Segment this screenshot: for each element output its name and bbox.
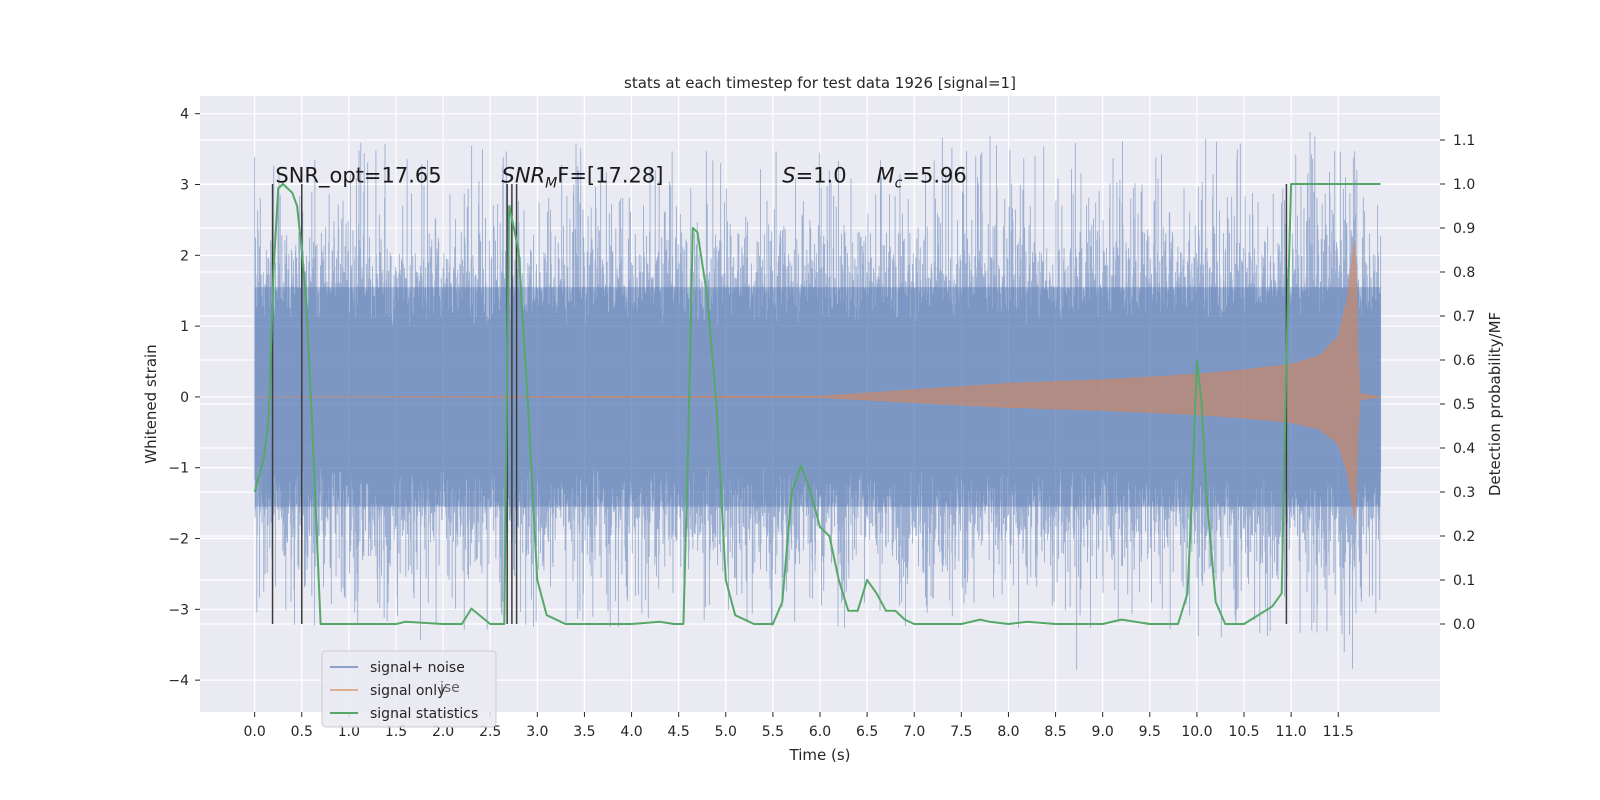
annotation-3-rest: =5.96: [902, 164, 966, 188]
left-tick-label-0: −4: [168, 673, 189, 689]
series-signal-only: [254, 241, 1381, 519]
annotation-3: Mc=5.96: [877, 164, 967, 192]
left-tick-label-1: −3: [168, 602, 189, 618]
x-axis-ticks: 0.0 0.5 1.0 1.5 2.0 2.5 3.0 3.5 4.0 4.5 5.0 5.5 6.0 6…: [244, 712, 1354, 740]
annotation-2: S=1.0: [782, 164, 846, 188]
annotation-2-rest: =1.0: [796, 164, 847, 188]
x-axis-title: Time (s): [789, 746, 851, 764]
x-tick-label-7: 3.5: [573, 724, 595, 740]
x-tick-label-6: 3.0: [526, 724, 548, 740]
annotation-1-subscript: M: [545, 176, 557, 192]
x-tick-label-10: 5.0: [715, 724, 737, 740]
legend-box: [321, 650, 497, 728]
legend-ghost-text: ise: [440, 680, 460, 696]
x-tick-label-5: 2.5: [479, 724, 501, 740]
left-tick-label-4: 0: [180, 390, 189, 406]
right-tick-label-7: 0.7: [1453, 309, 1475, 325]
x-tick-label-21: 10.5: [1228, 724, 1259, 740]
left-tick-label-5: 1: [180, 319, 189, 335]
annotations: SNR_opt=17.65 SNRMF=[17.28] S=1.0 Mc=5.96: [275, 164, 966, 192]
x-tick-label-8: 4.0: [620, 724, 642, 740]
right-tick-label-4: 0.4: [1453, 441, 1475, 457]
legend-label-2: signal statistics: [370, 706, 478, 722]
series-signal-statistics: [253, 183, 1381, 625]
x-tick-label-20: 10.0: [1181, 724, 1212, 740]
annotation-1: SNRMF=[17.28]: [502, 164, 664, 192]
right-tick-label-10: 1.0: [1453, 177, 1475, 193]
right-tick-label-5: 0.5: [1453, 397, 1475, 413]
x-tick-label-23: 11.5: [1323, 724, 1354, 740]
x-tick-label-22: 11.0: [1276, 724, 1307, 740]
x-tick-label-17: 8.5: [1044, 724, 1066, 740]
right-axis-title: Detection probability/MF: [1486, 312, 1504, 496]
left-tick-label-7: 3: [180, 178, 189, 194]
x-tick-label-1: 0.5: [291, 724, 313, 740]
signal-only-trace: [254, 241, 1381, 519]
annotation-3-subscript: c: [895, 176, 903, 192]
left-axis-ticks: −4 −3 −2 −1 0 1 2 3 4: [168, 107, 200, 689]
x-tick-label-2: 1.0: [338, 724, 360, 740]
right-tick-label-6: 0.6: [1453, 353, 1475, 369]
x-tick-label-16: 8.0: [997, 724, 1019, 740]
right-tick-label-3: 0.3: [1453, 485, 1475, 501]
annotation-3-main: M: [877, 164, 895, 188]
right-tick-label-1: 0.1: [1453, 573, 1475, 589]
annotation-0-main: SNR_opt=17.65: [275, 164, 441, 189]
x-tick-label-18: 9.0: [1092, 724, 1114, 740]
chart-title: stats at each timestep for test data 192…: [624, 74, 1016, 92]
left-tick-label-8: 4: [180, 107, 189, 123]
right-axis-ticks: 0.0 0.1 0.2 0.3 0.4 0.5 0.6 0.7 0.8 0.9 1.0 1.1: [1440, 133, 1475, 633]
annotation-0: SNR_opt=17.65: [275, 164, 441, 189]
legend: ise signal+ noise signal only signal statis…: [321, 650, 497, 728]
left-tick-label-2: −2: [168, 532, 189, 548]
annotation-1-rest: F=[17.28]: [557, 164, 663, 188]
left-tick-label-3: −1: [168, 461, 189, 477]
x-tick-label-12: 6.0: [809, 724, 831, 740]
x-tick-label-4: 2.0: [432, 724, 454, 740]
annotation-2-main: S: [782, 164, 795, 188]
legend-label-0: signal+ noise: [370, 660, 465, 676]
x-tick-label-15: 7.5: [950, 724, 972, 740]
legend-label-1: signal only: [370, 683, 445, 699]
right-tick-label-0: 0.0: [1453, 617, 1475, 633]
x-tick-label-11: 5.5: [762, 724, 784, 740]
x-tick-label-3: 1.5: [385, 724, 407, 740]
right-tick-label-2: 0.2: [1453, 529, 1475, 545]
right-tick-label-11: 1.1: [1453, 133, 1475, 149]
x-tick-label-0: 0.0: [244, 724, 266, 740]
x-tick-label-14: 7.0: [903, 724, 925, 740]
x-tick-label-9: 4.5: [668, 724, 690, 740]
x-tick-label-19: 9.5: [1139, 724, 1161, 740]
signal-statistics-line: [253, 183, 1381, 625]
right-tick-label-9: 0.9: [1453, 221, 1475, 237]
x-tick-label-13: 6.5: [856, 724, 878, 740]
annotation-1-main: SNR: [502, 164, 546, 188]
left-tick-label-6: 2: [180, 248, 189, 264]
right-tick-label-8: 0.8: [1453, 265, 1475, 281]
left-axis-title: Whitened strain: [142, 344, 160, 463]
